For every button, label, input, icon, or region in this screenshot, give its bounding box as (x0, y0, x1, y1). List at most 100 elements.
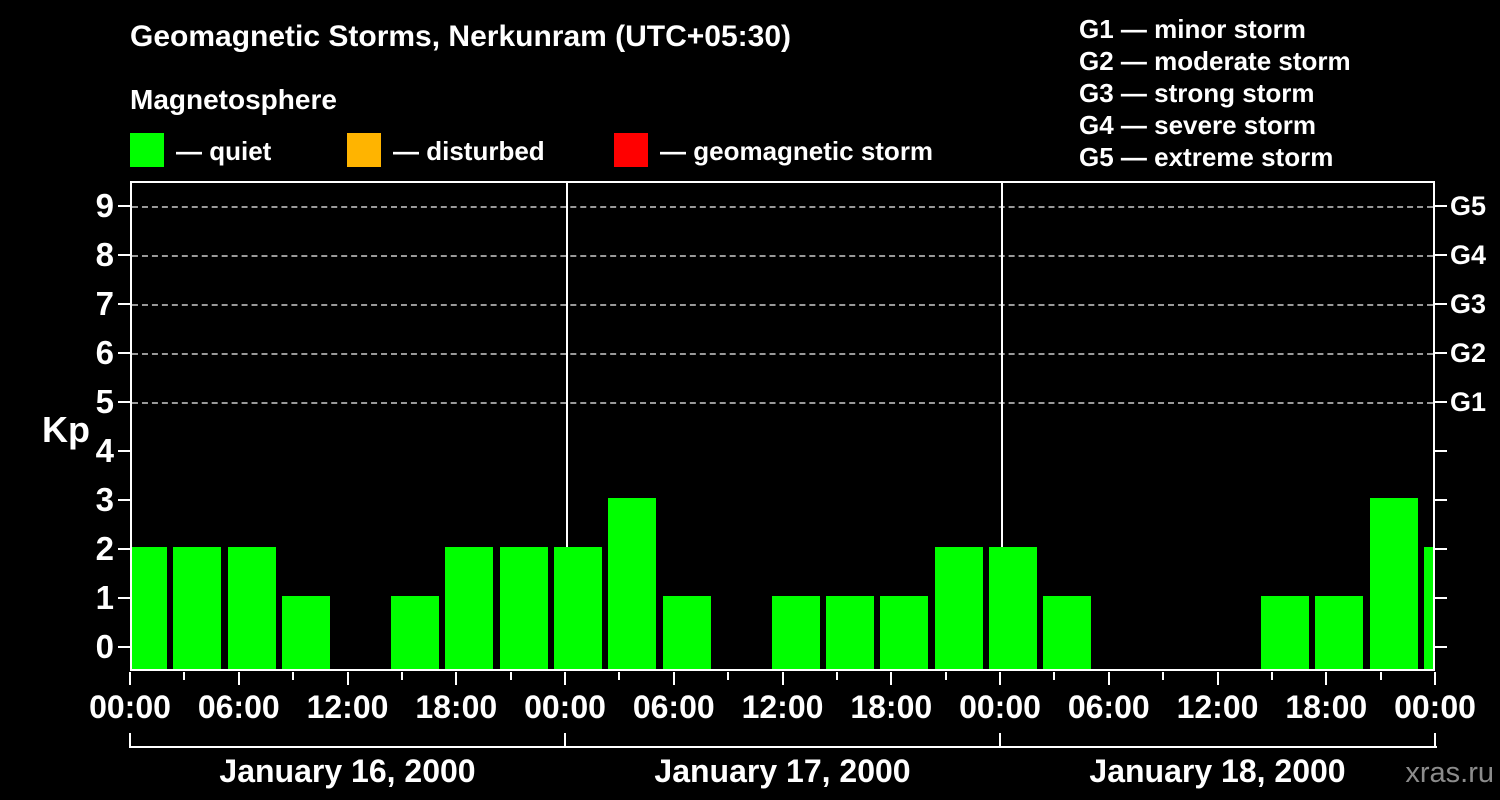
kp-bar (1369, 497, 1418, 669)
date-bracket-tick (564, 733, 566, 748)
y-tick-left (118, 351, 130, 354)
storm-scale-line: G1 — minor storm (1079, 14, 1306, 44)
g-level-label-g1: G1 (1450, 386, 1487, 417)
y-tick-left (118, 400, 130, 403)
y-tick-right (1435, 596, 1447, 599)
x-tick-minor (183, 672, 186, 680)
y-axis-title: Kp (42, 409, 90, 450)
y-tick-label: 6 (95, 333, 114, 371)
x-tick-minor (944, 672, 947, 680)
kp-bar (132, 546, 167, 669)
date-bracket-tick (129, 733, 131, 748)
kp-bar (227, 546, 276, 669)
g-level-label-g2: G2 (1450, 337, 1487, 368)
kp-bar (934, 546, 983, 669)
x-tick-label: 12:00 (306, 689, 389, 725)
kp-bar (880, 595, 929, 669)
kp-bar (554, 546, 602, 669)
x-tick-major (999, 672, 1001, 685)
x-tick-label: 00:00 (524, 689, 606, 725)
y-tick-right (1435, 498, 1447, 501)
y-tick-right (1435, 547, 1447, 550)
x-tick-label: 06:00 (1067, 689, 1150, 725)
kp-bar (662, 595, 711, 669)
kp-bar (1043, 595, 1092, 669)
y-tick-label: 9 (95, 186, 114, 224)
x-tick-minor (1162, 672, 1165, 680)
y-tick-right (1435, 645, 1447, 648)
x-tick-label: 18:00 (850, 689, 933, 725)
y-tick-left (118, 449, 130, 452)
x-tick-major (346, 672, 349, 685)
x-tick-major (455, 672, 458, 685)
x-tick-minor (1053, 672, 1056, 680)
y-tick-right (1435, 253, 1447, 256)
x-tick-label: 00:00 (1394, 689, 1476, 725)
chart-title: Geomagnetic Storms, Nerkunram (UTC+05:30… (130, 20, 792, 53)
y-tick-right (1435, 400, 1447, 403)
x-tick-major (672, 672, 675, 685)
day-divider (566, 183, 568, 669)
g-level-label-g3: G3 (1450, 288, 1487, 319)
y-tick-label: 7 (95, 284, 114, 322)
g-level-label-g5: G5 (1450, 190, 1487, 221)
storm-scale-line: G5 — extreme storm (1079, 142, 1334, 172)
kp-bar (1260, 595, 1309, 669)
storm-scale-line: G4 — severe storm (1079, 110, 1317, 140)
y-tick-label: 5 (95, 382, 114, 420)
x-tick-label: 00:00 (89, 689, 171, 725)
x-tick-label: 18:00 (1285, 689, 1368, 725)
y-tick-left (118, 596, 130, 599)
y-tick-right (1435, 204, 1447, 207)
storm-scale-line: G2 — moderate storm (1079, 46, 1351, 76)
y-tick-left (118, 498, 130, 501)
y-tick-left (118, 645, 130, 648)
chart-subtitle: Magnetosphere (130, 84, 337, 115)
y-tick-left (118, 253, 130, 256)
date-bracket-tick (1434, 733, 1436, 748)
disturbed-swatch (347, 133, 381, 167)
date-label: January 16, 2000 (219, 753, 476, 789)
watermark: xras.ru (1405, 757, 1494, 789)
gridline-kp8 (132, 254, 1433, 257)
x-tick-minor (727, 672, 730, 680)
y-tick-label: 0 (95, 627, 114, 665)
y-tick-right (1435, 351, 1447, 354)
x-tick-major (1107, 672, 1110, 685)
x-tick-minor (618, 672, 621, 680)
disturbed-label: — disturbed (393, 136, 545, 166)
day-divider (1001, 183, 1003, 669)
kp-bar (989, 546, 1037, 669)
y-tick-left (118, 204, 130, 207)
x-tick-major (781, 672, 784, 685)
y-tick-label: 2 (95, 529, 114, 567)
x-tick-major (1325, 672, 1328, 685)
kp-bar (282, 595, 331, 669)
x-tick-major (1216, 672, 1219, 685)
x-tick-label: 00:00 (959, 689, 1041, 725)
geomagnetic-storm-swatch (614, 133, 648, 167)
y-tick-right (1435, 302, 1447, 305)
x-tick-label: 12:00 (1176, 689, 1259, 725)
x-tick-label: 06:00 (632, 689, 715, 725)
y-tick-left (118, 547, 130, 550)
y-tick-label: 4 (95, 431, 114, 469)
kp-bar (771, 595, 820, 669)
x-tick-major (1434, 672, 1436, 685)
date-axis-line (129, 746, 1437, 748)
kp-bar (1315, 595, 1364, 669)
gridline-kp9 (132, 205, 1433, 208)
x-tick-label: 12:00 (741, 689, 824, 725)
gridline-kp5 (132, 401, 1433, 404)
gridline-kp6 (132, 352, 1433, 355)
kp-bar (1424, 546, 1433, 669)
x-tick-minor (1379, 672, 1382, 680)
kp-bar (825, 595, 874, 669)
y-tick-label: 8 (95, 235, 114, 273)
x-tick-major (129, 672, 131, 685)
x-tick-label: 18:00 (415, 689, 498, 725)
kp-bar (499, 546, 548, 669)
geomagnetic-storm-label: — geomagnetic storm (660, 136, 934, 166)
x-tick-major (890, 672, 893, 685)
y-tick-right (1435, 449, 1447, 452)
